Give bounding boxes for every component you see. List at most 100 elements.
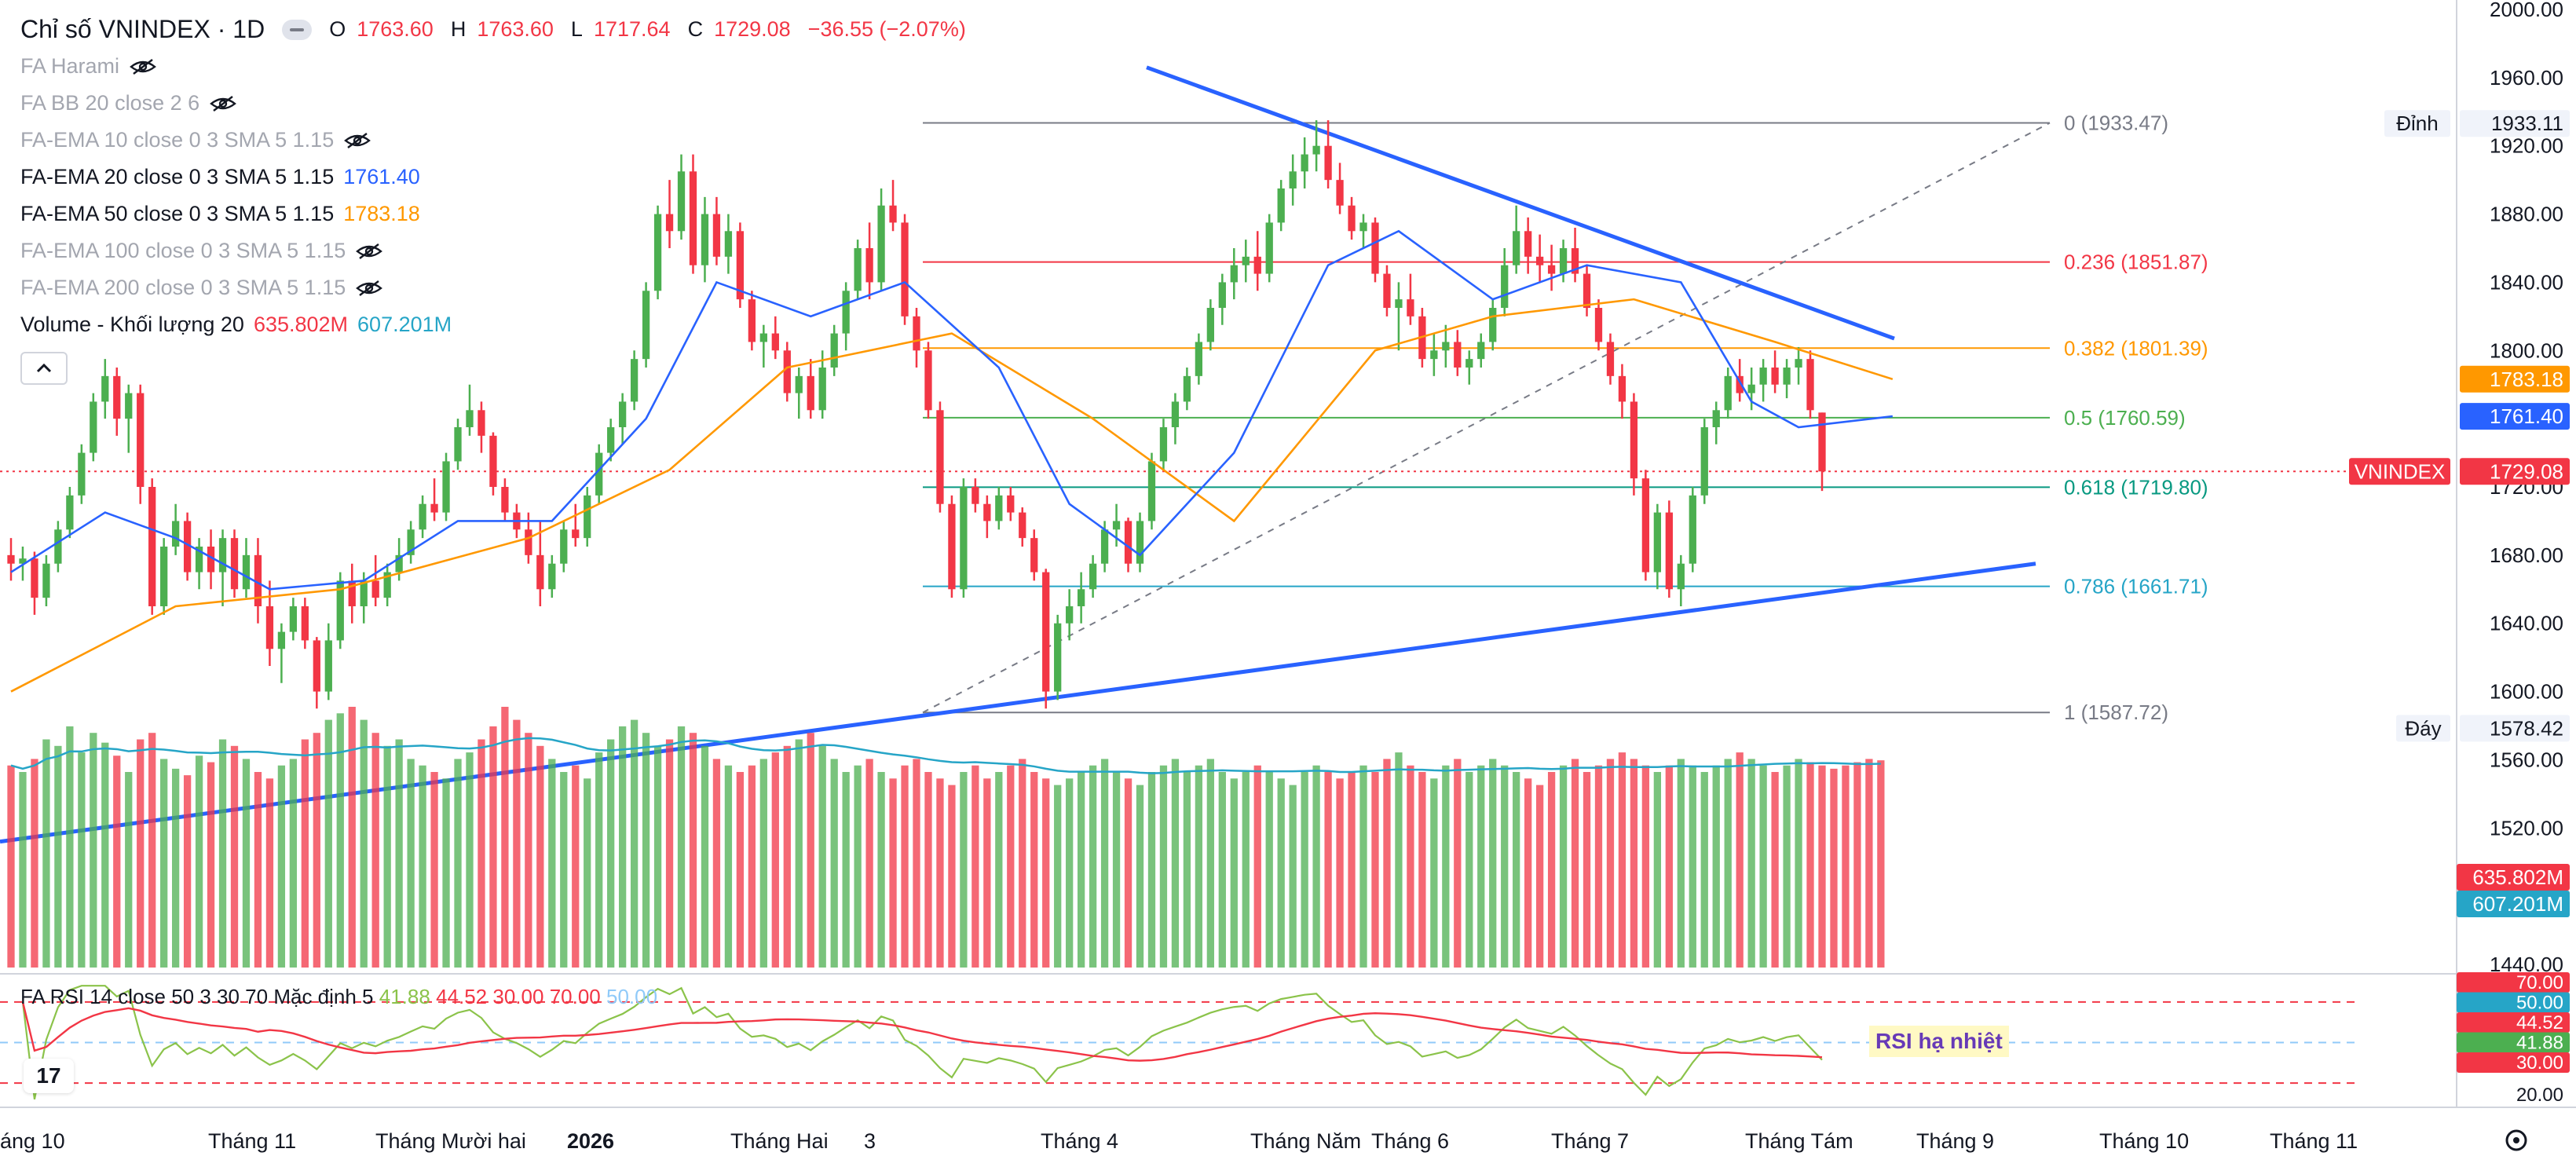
- volume-bar: [1677, 759, 1685, 968]
- volume-bar: [360, 719, 368, 968]
- candle-body: [54, 529, 62, 564]
- volume-bar: [1136, 785, 1144, 968]
- candle-body: [1524, 231, 1532, 257]
- rsi-legend[interactable]: FA RSI 14 close 50 3 30 70 Mặc định 5 41…: [20, 985, 657, 1009]
- volume-bar: [78, 752, 86, 968]
- candle-body: [1665, 512, 1673, 590]
- volume-bar: [877, 772, 885, 968]
- candle-body: [1136, 521, 1144, 564]
- eye-hidden-icon[interactable]: [355, 279, 383, 298]
- volume-bar: [1689, 765, 1696, 968]
- candle-body: [1594, 308, 1603, 342]
- low-label: L: [570, 17, 583, 41]
- volume-bar: [548, 759, 556, 968]
- settings-icon[interactable]: [2505, 1129, 2527, 1151]
- indicator-row[interactable]: FA-EMA 20 close 0 3 SMA 5 1.15 1761.40: [20, 159, 974, 196]
- volume-bar: [1253, 765, 1261, 968]
- volume-legend-row[interactable]: Volume - Khối lượng 20 635.802M 607.201M: [20, 306, 974, 343]
- candle-body: [1242, 256, 1250, 265]
- candlesticks: [7, 120, 1826, 709]
- price-tag-label: Đỉnh: [2396, 112, 2438, 135]
- indicator-row[interactable]: FA-EMA 50 close 0 3 SMA 5 1.15 1783.18: [20, 196, 974, 232]
- volume-bar: [783, 745, 791, 968]
- candle-body: [489, 435, 497, 487]
- candle-body: [653, 214, 662, 291]
- close-label: C: [687, 17, 704, 41]
- candle-body: [1336, 180, 1344, 206]
- indicator-row[interactable]: FA-EMA 10 close 0 3 SMA 5 1.15: [20, 122, 974, 159]
- candle-body: [360, 580, 368, 606]
- volume-bar: [1630, 759, 1638, 968]
- minus-icon[interactable]: [282, 19, 313, 40]
- volume-bar: [1418, 772, 1426, 968]
- indicator-name: FA-EMA 20 close 0 3 SMA 5 1.15: [20, 165, 335, 188]
- candle-body: [1066, 606, 1074, 624]
- candle-body: [1618, 375, 1626, 402]
- price-tick-label: 1640.00: [2490, 612, 2563, 635]
- ema20-line: [10, 229, 1893, 591]
- candle-body: [759, 333, 767, 342]
- candle-body: [1724, 375, 1732, 411]
- fib-trend-line: [922, 122, 2051, 714]
- indicator-row[interactable]: FA BB 20 close 2 6: [20, 85, 974, 122]
- volume-bar: [207, 762, 215, 968]
- volume-bar: [1066, 778, 1074, 968]
- volume-bar: [430, 772, 438, 968]
- candle-body: [1641, 478, 1650, 573]
- volume-bar: [137, 739, 145, 968]
- candle-body: [1383, 273, 1391, 308]
- volume-bar: [842, 772, 850, 968]
- candle-body: [1535, 256, 1544, 265]
- time-tick-label: Tháng Hai: [730, 1129, 829, 1153]
- candle-body: [1465, 359, 1473, 368]
- candle-body: [218, 538, 227, 573]
- price-tag: [2460, 458, 2570, 485]
- time-tick-label: Tháng 4: [1041, 1129, 1118, 1153]
- candle-body: [1454, 342, 1462, 368]
- volume-bar: [1218, 772, 1226, 968]
- symbol-title[interactable]: Chỉ số VNINDEX · 1D: [20, 15, 265, 43]
- volume-bar: [748, 765, 756, 968]
- volume-bar: [1641, 765, 1650, 968]
- candle-body: [478, 410, 485, 436]
- candle-body: [936, 410, 944, 504]
- eye-hidden-icon[interactable]: [209, 94, 237, 113]
- indicator-row[interactable]: FA Harami: [20, 48, 974, 85]
- rsi-value-4: 70.00: [549, 985, 601, 1008]
- candle-body: [1159, 427, 1168, 462]
- candle-body: [807, 375, 814, 411]
- eye-hidden-icon[interactable]: [343, 131, 371, 150]
- collapse-legend-button[interactable]: [20, 352, 68, 385]
- indicator-name: FA-EMA 50 close 0 3 SMA 5 1.15: [20, 202, 335, 225]
- volume-bar: [1042, 778, 1050, 968]
- candle-body: [971, 487, 979, 504]
- volume-bar: [712, 759, 721, 968]
- volume-bar: [771, 752, 779, 968]
- candle-body: [1019, 512, 1026, 539]
- indicator-row[interactable]: FA-EMA 200 close 0 3 SMA 5 1.15: [20, 269, 974, 306]
- volume-bar: [525, 733, 532, 968]
- candle-body: [1312, 145, 1320, 155]
- price-tick-label: 1600.00: [2490, 680, 2563, 704]
- volume-bar: [560, 772, 568, 968]
- volume-bar: [1230, 778, 1238, 968]
- candle-body: [818, 368, 826, 411]
- fib-level-label: 0.618 (1719.80): [2064, 475, 2208, 499]
- candle-body: [1324, 145, 1332, 181]
- volume-ma-line: [10, 737, 1881, 774]
- volume-bar: [1265, 772, 1273, 968]
- candle-body: [501, 487, 509, 513]
- candle-body: [1653, 512, 1662, 573]
- eye-hidden-icon[interactable]: [129, 57, 157, 76]
- volume-bar: [171, 768, 180, 968]
- price-tag-value: 1578.42: [2490, 716, 2563, 740]
- fib-level-label: 0.236 (1851.87): [2064, 251, 2208, 274]
- eye-hidden-icon[interactable]: [355, 242, 383, 261]
- volume-bar: [442, 778, 450, 968]
- indicator-row[interactable]: FA-EMA 100 close 0 3 SMA 5 1.15: [20, 232, 974, 269]
- candle-body: [607, 427, 615, 453]
- tradingview-logo[interactable]: 17: [24, 1059, 74, 1093]
- candle-body: [1677, 563, 1685, 590]
- fib-level-label: 0.382 (1801.39): [2064, 336, 2208, 360]
